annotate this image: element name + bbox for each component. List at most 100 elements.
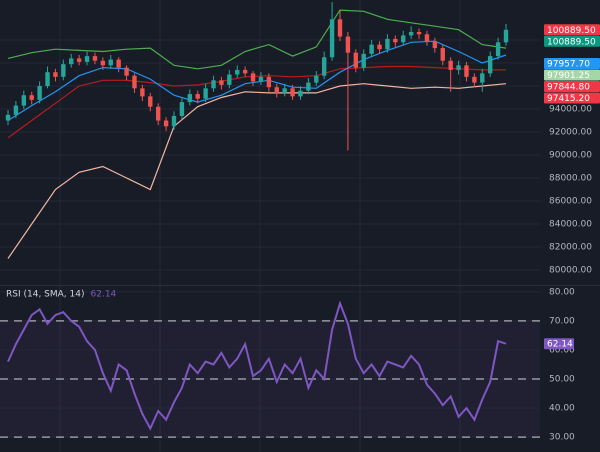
candle-body [495,42,501,57]
indicator-line [7,40,507,122]
price-label-box [544,35,600,47]
candle-body [155,106,161,121]
price-label-box [544,24,600,36]
vertical-grid [59,0,461,452]
candle-body [456,65,461,70]
candle-body [440,48,445,61]
y-tick-label: 70.00 [549,316,575,326]
indicator-line [7,83,507,259]
candle-body [369,44,374,54]
candle-body [108,59,113,66]
price-label: 100889.50 [547,37,596,47]
candle-body [480,73,485,83]
candle-body [472,76,477,83]
y-tick-label: 80.00 [549,287,575,297]
candle-body [329,19,335,58]
y-tick-label: 80000.00 [549,266,592,276]
candle-body [148,96,153,107]
candle-body [250,73,256,82]
candle-body [53,72,58,77]
y-tick-label: 60.00 [549,345,575,355]
candle-body [235,69,240,75]
candle-body [306,82,311,91]
candle-body [140,88,145,97]
candle-body [266,76,272,88]
indicator-line [7,9,507,70]
indicator-line [7,65,507,139]
candle-body [298,90,303,97]
candle-body [132,75,137,89]
candle-body [416,31,422,35]
price-label-box [544,69,600,81]
price-label-box [544,81,600,93]
candle-body [171,115,177,127]
candle-body [424,34,430,42]
candle-body [432,41,438,49]
price-label: 100889.50 [547,26,596,36]
candle-body [385,38,390,50]
rsi-header-value: 62.14 [91,290,117,300]
candle-body [116,59,121,68]
candle-body [21,95,27,106]
candle-body [187,94,193,103]
candle-body [227,74,232,85]
price-label-box [544,92,600,104]
candle-body [258,76,264,82]
candle-body [179,102,185,116]
candle-body [5,114,11,121]
candle-body [219,80,224,85]
candle-body [45,72,50,87]
candle-body [69,58,74,65]
candle-body [353,52,359,68]
y-tick-label: 88000.00 [549,174,592,184]
y-tick-label: 50.00 [549,375,575,385]
candle-body [401,35,406,43]
candle-body [393,38,398,43]
rsi-value-label: 62.14 [547,340,573,350]
candle-body [92,56,98,61]
candle-body [487,56,493,74]
candle-body [464,65,469,77]
rsi-pane: 30.00 40.00 50.00 60.00 70.00 80.00 62.14 RSI (… [0,287,575,443]
rsi-value-box [544,338,574,350]
candle-body [242,69,248,74]
candle-body [124,67,129,76]
candle-body [37,86,42,100]
y-tick-label: 82000.00 [549,243,592,253]
candle-body [361,53,366,68]
price-pane: 80000.00 82000.00 84000.00 86000.00 88000.00… [0,2,600,276]
candle-body [163,120,169,127]
candle-body [408,31,414,36]
rsi-line [7,300,507,431]
candle-body [29,95,34,100]
candle-body [377,44,382,50]
candle-body [345,36,351,53]
price-label: 97844.80 [547,83,590,93]
candle-body [337,19,343,37]
y-tick-label: 90000.00 [549,151,592,161]
candle-body [13,105,19,115]
candle-body [314,75,319,83]
y-tick-label: 30.00 [549,433,575,443]
candle-body [195,94,200,99]
y-tick-label: 84000.00 [549,220,592,230]
price-label: 97901.25 [547,71,590,81]
y-tick-label: 94000.00 [549,105,592,115]
candle-body [290,88,295,97]
candle-body [503,29,509,43]
candle-body [448,60,453,70]
candle-body [211,80,216,89]
candle-body [203,88,208,99]
y-tick-label: 92000.00 [549,128,592,138]
candle-body [274,87,279,93]
candle-body [76,58,82,62]
price-label: 97415.20 [547,94,590,104]
candle-body [61,64,66,77]
candle-body [84,56,90,62]
candle-body [282,88,287,93]
price-label-box [544,58,600,70]
y-tick-label: 40.00 [549,404,575,414]
candle-body [100,60,106,66]
